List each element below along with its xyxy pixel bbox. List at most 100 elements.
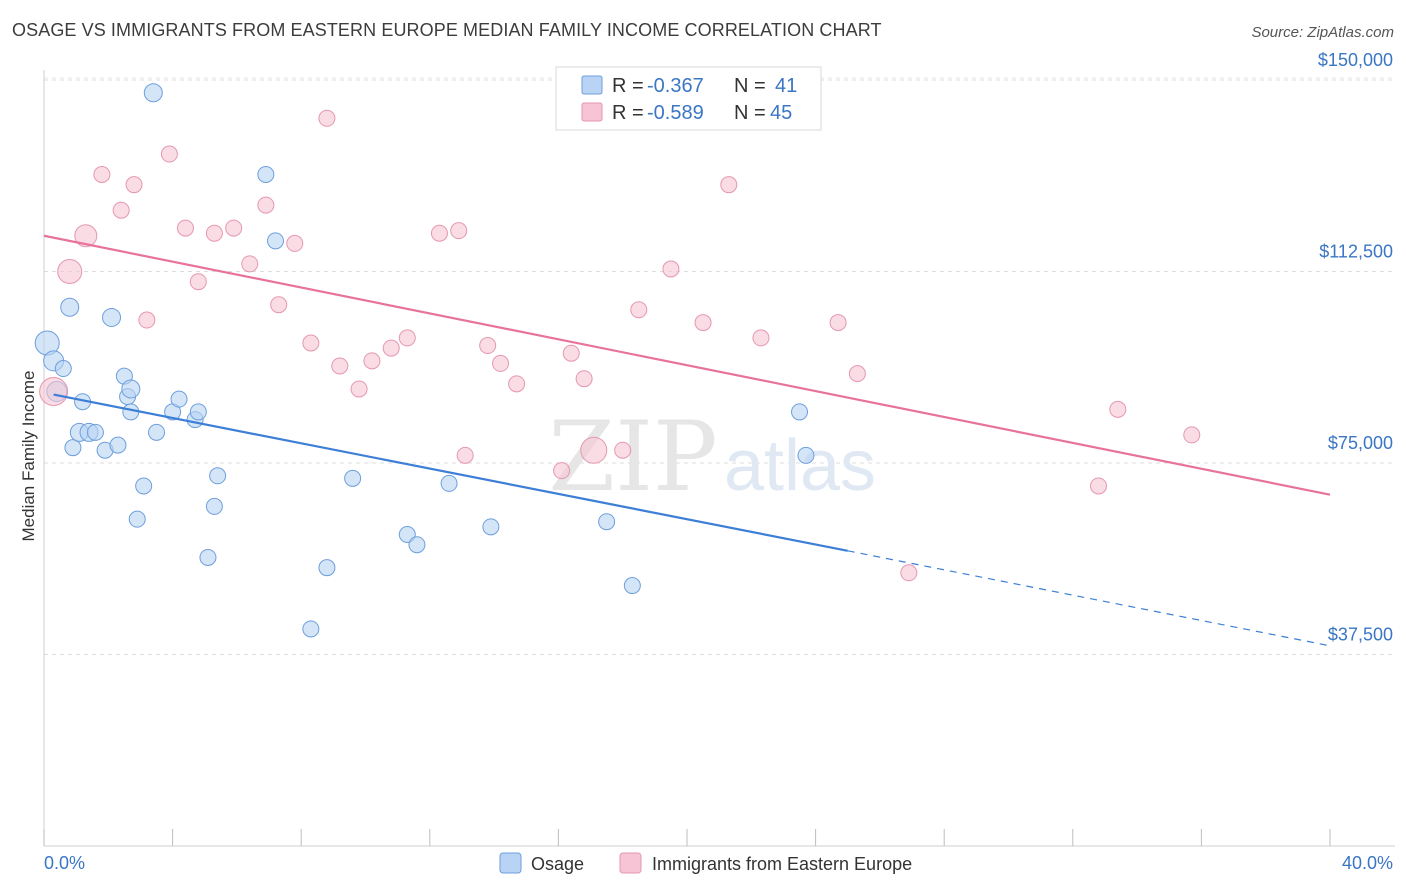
osage-trend-extension <box>847 550 1331 647</box>
osage-point <box>344 469 362 487</box>
osage-point <box>482 518 500 536</box>
legend-r-label-2: R = <box>612 102 644 124</box>
osage-point <box>302 620 320 638</box>
osage-point <box>109 436 127 454</box>
zipatlas-watermark: ZIP atlas <box>548 401 876 513</box>
eastern-europe-point <box>492 354 510 372</box>
osage-point <box>797 446 815 464</box>
data-points <box>34 83 1201 638</box>
legend-swatch-osage <box>581 75 603 95</box>
osage-point <box>121 379 141 399</box>
eastern-europe-point <box>363 352 381 370</box>
y-tick-label-3: $150,000 <box>1318 50 1393 70</box>
eastern-europe-point <box>350 380 368 398</box>
eastern-europe-point <box>580 436 608 464</box>
y-axis-title: Median Family Income <box>19 370 38 541</box>
eastern-europe-point <box>450 222 468 240</box>
legend-n-value-1: 41 <box>775 75 797 97</box>
stats-legend: R = -0.367 N = 41 R = -0.589 N = 45 <box>555 66 822 131</box>
eastern-europe-point <box>112 201 130 219</box>
eastern-europe-point <box>1183 426 1201 444</box>
osage-point <box>170 390 188 408</box>
y-tick-label-2: $112,500 <box>1319 242 1393 262</box>
osage-point <box>408 536 426 554</box>
osage-point <box>135 477 153 495</box>
eastern-europe-point <box>575 370 593 388</box>
eastern-europe-point <box>257 196 275 214</box>
legend-swatch-eastern-europe-bottom <box>619 852 642 874</box>
eastern-europe-point <box>286 234 304 252</box>
osage-point <box>598 513 616 531</box>
osage-point <box>791 403 809 421</box>
legend-swatch-eastern-europe <box>581 102 603 122</box>
eastern-europe-point <box>189 273 207 291</box>
eastern-europe-point <box>138 311 156 329</box>
axes <box>43 70 1395 847</box>
legend-r-value-1: -0.367 <box>647 75 704 97</box>
eastern-europe-point <box>39 377 69 407</box>
osage-point <box>318 559 336 577</box>
legend-n-label-1: N = <box>734 75 766 97</box>
y-tick-label-1: $75,000 <box>1328 433 1393 453</box>
eastern-europe-point <box>270 296 288 314</box>
legend-eastern-europe-label: Immigrants from Eastern Europe <box>652 854 912 874</box>
eastern-europe-point <box>205 224 223 242</box>
eastern-europe-point <box>614 441 632 459</box>
osage-point <box>148 423 166 441</box>
osage-point <box>60 297 80 317</box>
osage-point <box>86 423 104 441</box>
eastern-europe-point <box>694 314 712 332</box>
chart-title: OSAGE VS IMMIGRANTS FROM EASTERN EUROPE … <box>12 20 882 40</box>
source-label: Source: ZipAtlas.com <box>1251 24 1394 41</box>
osage-point <box>205 497 223 515</box>
eastern-europe-point <box>57 259 83 284</box>
eastern-europe-point <box>900 564 918 582</box>
eastern-europe-point <box>398 329 416 347</box>
legend-swatch-osage-bottom <box>499 852 522 874</box>
osage-point <box>266 232 284 250</box>
eastern-europe-point <box>225 219 243 237</box>
eastern-europe-point <box>562 344 580 362</box>
trend-lines <box>43 234 1331 647</box>
osage-point <box>623 577 641 595</box>
eastern-europe-point <box>74 224 98 248</box>
osage-point <box>189 403 207 421</box>
eastern-europe-trend-line <box>43 234 1331 496</box>
eastern-europe-point <box>302 334 320 352</box>
eastern-europe-point <box>382 339 400 357</box>
osage-trend-line <box>53 393 848 552</box>
legend-n-label-2: N = <box>734 102 766 124</box>
y-tick-labels: $37,500 $75,000 $112,500 $150,000 <box>1318 50 1393 645</box>
eastern-europe-point <box>1090 477 1108 495</box>
legend-n-value-2: 45 <box>770 102 792 124</box>
svg-text:ZIP: ZIP <box>548 401 717 513</box>
eastern-europe-point <box>848 365 866 383</box>
eastern-europe-point <box>456 446 474 464</box>
osage-point <box>199 548 217 566</box>
eastern-europe-point <box>241 255 259 273</box>
eastern-europe-point <box>662 260 680 278</box>
eastern-europe-point <box>720 176 738 194</box>
eastern-europe-point <box>508 375 526 393</box>
osage-point <box>257 165 275 183</box>
eastern-europe-point <box>93 165 111 183</box>
eastern-europe-point <box>176 219 194 237</box>
osage-point <box>143 83 163 103</box>
osage-point <box>102 307 122 327</box>
eastern-europe-point <box>430 224 448 242</box>
x-tick-labels: 0.0% 40.0% <box>44 853 1393 873</box>
eastern-europe-point <box>1109 400 1127 418</box>
eastern-europe-point <box>630 301 648 319</box>
y-tick-label-0: $37,500 <box>1328 625 1393 645</box>
legend-r-value-2: -0.589 <box>647 102 704 124</box>
osage-point <box>128 510 146 528</box>
osage-point <box>64 439 82 457</box>
eastern-europe-point <box>160 145 178 163</box>
osage-point <box>440 474 458 492</box>
x-tick-label-0: 0.0% <box>44 853 85 873</box>
series-legend: Osage Immigrants from Eastern Europe <box>499 852 912 874</box>
osage-point <box>209 467 227 485</box>
legend-osage-label: Osage <box>531 854 584 874</box>
eastern-europe-point <box>553 462 571 480</box>
